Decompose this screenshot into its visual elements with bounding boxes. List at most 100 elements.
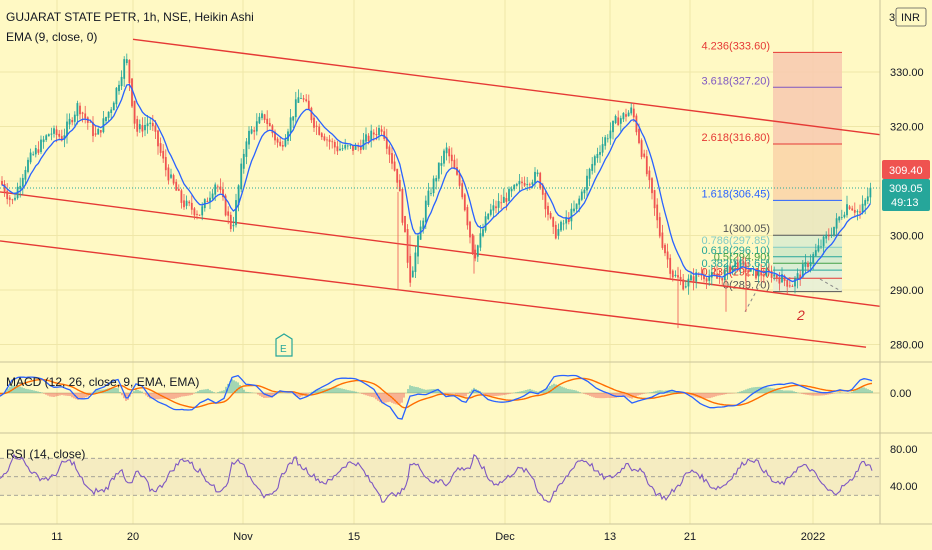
candle-body [68, 118, 71, 125]
candle-body [484, 216, 487, 231]
candle-body [136, 119, 139, 132]
candle-body [723, 269, 726, 280]
candle-body [123, 59, 126, 79]
candle-body [336, 146, 339, 152]
candle-body [552, 217, 555, 227]
candle-body [365, 134, 367, 142]
rsi-axis-label: 80.00 [890, 444, 918, 456]
time-axis-label: 11 [51, 531, 62, 543]
candle-body [310, 107, 313, 121]
fib-zone [773, 278, 842, 292]
candle-body [133, 100, 136, 124]
candle-body [346, 145, 349, 147]
candle-body [643, 153, 646, 157]
candle-body [47, 134, 50, 137]
channel-middle-line [0, 191, 881, 308]
time-axis[interactable]: 11 20 Nov 15 Dec 13 21 2022 [51, 531, 825, 543]
candle-body [14, 197, 16, 200]
candle-body [354, 145, 357, 150]
candle-body [144, 124, 146, 131]
candle-body [840, 217, 843, 218]
candle-body [71, 120, 74, 123]
candle-body [809, 262, 812, 267]
candle-body [630, 107, 633, 114]
candle-body [339, 148, 341, 151]
rsi-band [0, 458, 880, 496]
candle-body [609, 130, 612, 139]
candle-body [81, 112, 84, 114]
candle-body [515, 183, 518, 186]
candle-body [757, 270, 760, 277]
candle-body [687, 278, 690, 287]
candle-body [42, 139, 45, 143]
candle-body [612, 120, 614, 133]
candle-body [198, 214, 201, 216]
candle-body [679, 276, 682, 280]
channel-lines[interactable] [0, 38, 881, 348]
candle-body [848, 206, 851, 209]
candle-body [372, 132, 375, 135]
candle-body [29, 152, 32, 163]
candle-body [682, 279, 685, 290]
candle-body [349, 145, 352, 147]
candle-body [37, 149, 40, 153]
candle-body [219, 186, 222, 190]
wave-label[interactable]: 2 [796, 307, 805, 323]
candle-body [835, 218, 838, 229]
candle-body [471, 234, 474, 254]
candle-body [292, 116, 295, 121]
candle-body [318, 126, 321, 135]
candle-body [721, 278, 724, 281]
candle-body [830, 235, 833, 237]
candle-body [458, 173, 461, 186]
earnings-icon[interactable]: E [275, 333, 293, 357]
candle-body [544, 192, 547, 210]
currency-box[interactable] [895, 7, 927, 27]
candle-body [554, 224, 557, 239]
time-axis-label: 15 [348, 531, 360, 543]
fib-zone [773, 270, 842, 279]
candle-body [380, 129, 383, 132]
candle-body [534, 171, 536, 183]
candle-body [21, 177, 24, 187]
candle-body [435, 178, 438, 182]
candle-body [666, 251, 669, 260]
candle-body [708, 276, 711, 281]
candle-body [510, 188, 513, 192]
candle-body [523, 182, 526, 186]
candle-body [297, 97, 300, 103]
candle-body [307, 100, 310, 110]
candle-body [378, 127, 380, 135]
candle-body [495, 206, 497, 209]
candle-body [300, 98, 302, 99]
candle-body [396, 168, 399, 183]
candle-body [229, 214, 232, 230]
candle-body [575, 203, 578, 210]
candle-body [791, 286, 794, 288]
candle-body [279, 141, 282, 146]
candle-body [531, 182, 534, 185]
candle-body [596, 153, 599, 159]
candle-body [188, 201, 191, 204]
candle-body [214, 184, 217, 195]
candle-body [482, 229, 484, 237]
time-axis-label: Dec [495, 531, 515, 543]
candle-body [305, 99, 308, 102]
candle-body [705, 278, 708, 282]
candle-body [820, 246, 822, 248]
candle-body [73, 114, 76, 122]
candle-body [622, 112, 625, 120]
candle-body [617, 117, 620, 126]
candle-body [115, 87, 118, 105]
channel-lower-line [0, 240, 867, 348]
candle-body [736, 262, 739, 270]
bar-countdown: 49:13 [891, 197, 919, 209]
candle-body [76, 103, 79, 117]
candle-body [333, 141, 336, 148]
candle-body [794, 278, 796, 287]
candle-body [718, 277, 721, 279]
candle-body [294, 99, 297, 118]
candle-body [492, 205, 495, 211]
candle-body [539, 172, 542, 189]
